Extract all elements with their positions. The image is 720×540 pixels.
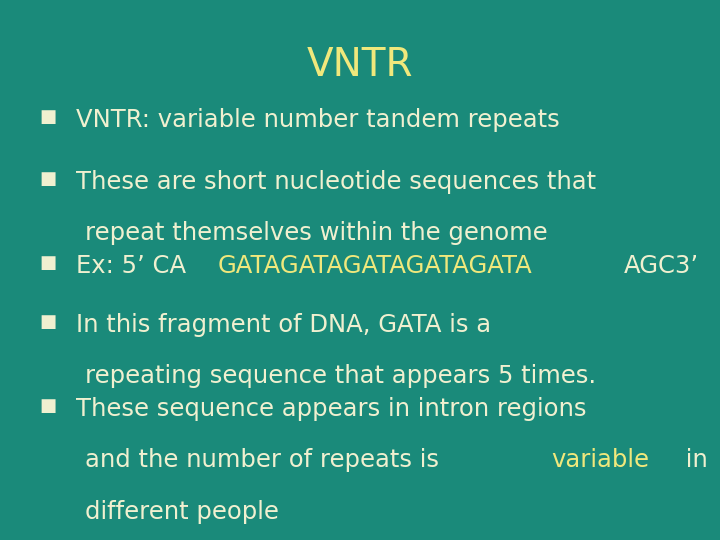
Text: variable: variable (552, 448, 649, 472)
Text: repeating sequence that appears 5 times.: repeating sequence that appears 5 times. (85, 364, 596, 388)
Text: ■: ■ (40, 108, 57, 126)
Text: AGC3’: AGC3’ (624, 254, 699, 278)
Text: ■: ■ (40, 170, 57, 188)
Text: ■: ■ (40, 254, 57, 272)
Text: repeat themselves within the genome: repeat themselves within the genome (85, 221, 548, 245)
Text: In this fragment of DNA, GATA is a: In this fragment of DNA, GATA is a (76, 313, 491, 337)
Text: different people: different people (85, 500, 279, 523)
Text: These are short nucleotide sequences that: These are short nucleotide sequences tha… (76, 170, 595, 194)
Text: ■: ■ (40, 313, 57, 331)
Text: in: in (678, 448, 708, 472)
Text: and the number of repeats is: and the number of repeats is (85, 448, 446, 472)
Text: GATAGATAGATAGATAGATA: GATAGATAGATAGATAGATA (217, 254, 533, 278)
Text: VNTR: variable number tandem repeats: VNTR: variable number tandem repeats (76, 108, 559, 132)
Text: VNTR: VNTR (307, 46, 413, 84)
Text: ■: ■ (40, 397, 57, 415)
Text: These sequence appears in intron regions: These sequence appears in intron regions (76, 397, 586, 421)
Text: Ex: 5’ CA: Ex: 5’ CA (76, 254, 186, 278)
